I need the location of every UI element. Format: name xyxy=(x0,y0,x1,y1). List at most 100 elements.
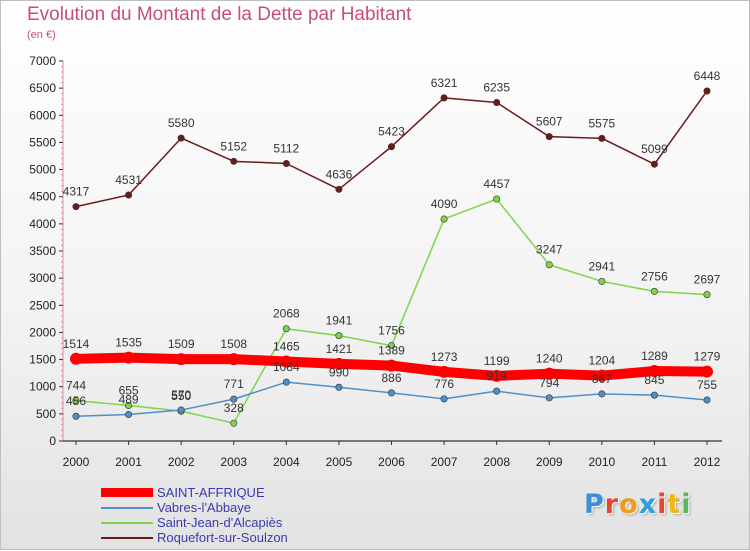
data-label: 2756 xyxy=(641,269,668,283)
data-label: 1389 xyxy=(378,344,405,358)
x-tick-label: 2001 xyxy=(115,455,142,469)
chart-title: Evolution du Montant de la Dette par Hab… xyxy=(27,4,412,25)
data-point xyxy=(493,387,501,395)
legend-swatch xyxy=(101,506,153,509)
data-label: 4090 xyxy=(431,197,458,211)
data-point xyxy=(648,365,661,378)
data-point xyxy=(125,410,133,418)
data-point xyxy=(122,351,135,364)
proxiti-logo: Proxiti xyxy=(584,489,692,520)
data-label: 919 xyxy=(487,369,507,383)
data-label: 1465 xyxy=(273,339,300,353)
data-point xyxy=(177,134,185,142)
data-point xyxy=(280,355,293,368)
data-point xyxy=(440,215,448,223)
y-tick-label: 6000 xyxy=(29,108,56,122)
data-label: 4457 xyxy=(483,177,510,191)
x-tick-label: 2008 xyxy=(483,455,510,469)
data-label: 744 xyxy=(66,379,86,393)
data-label: 2068 xyxy=(273,307,300,321)
data-point xyxy=(650,287,658,295)
data-point xyxy=(490,369,503,382)
y-tick-label: 5500 xyxy=(29,135,56,149)
data-point xyxy=(335,383,343,391)
legend-label: SAINT-AFFRIQUE xyxy=(157,485,265,500)
data-point xyxy=(387,143,395,151)
data-point xyxy=(440,395,448,403)
data-point xyxy=(125,401,133,409)
data-label: 5112 xyxy=(273,141,299,155)
data-point xyxy=(385,359,398,372)
data-label: 5607 xyxy=(536,115,563,129)
data-point xyxy=(545,133,553,141)
data-point xyxy=(701,365,713,378)
y-tick-label: 500 xyxy=(36,407,56,421)
data-point xyxy=(545,261,553,269)
data-point xyxy=(545,394,553,402)
y-tick-label: 4500 xyxy=(29,190,56,204)
x-tick-label: 2005 xyxy=(326,455,353,469)
y-tick-label: 2000 xyxy=(29,325,56,339)
legend-label: Vabres-l'Abbaye xyxy=(157,500,252,515)
data-point xyxy=(703,396,711,404)
x-tick-label: 2006 xyxy=(378,455,405,469)
data-point xyxy=(282,378,290,386)
data-point xyxy=(598,134,606,142)
data-label: 456 xyxy=(66,394,86,408)
data-label: 771 xyxy=(224,377,244,391)
data-label: 570 xyxy=(171,388,191,402)
data-label: 550 xyxy=(171,389,191,403)
y-tick-label: 5000 xyxy=(29,163,56,177)
data-point xyxy=(72,203,80,211)
data-label: 2697 xyxy=(694,273,721,287)
data-point xyxy=(175,353,188,366)
data-label: 1279 xyxy=(694,350,721,364)
x-tick-label: 2009 xyxy=(536,455,563,469)
y-tick-label: 3000 xyxy=(29,271,56,285)
data-label: 4317 xyxy=(63,185,90,199)
series-layer xyxy=(70,87,713,427)
data-point xyxy=(335,332,343,340)
data-label: 1199 xyxy=(484,354,510,368)
data-point xyxy=(335,185,343,193)
data-label: 1421 xyxy=(326,342,353,356)
y-tick-label: 7000 xyxy=(29,54,56,68)
data-point xyxy=(227,353,240,366)
data-label: 1084 xyxy=(273,360,300,374)
data-point xyxy=(440,94,448,102)
data-labels: 1514 1535 1509 1508 1465 1421 1389 1273 1199 1240… xyxy=(63,69,721,415)
data-point xyxy=(703,291,711,299)
data-label: 3247 xyxy=(536,243,563,257)
legend-swatch xyxy=(101,521,153,524)
data-label: 1240 xyxy=(536,352,563,366)
x-tick-label: 2000 xyxy=(63,455,90,469)
data-label: 2941 xyxy=(588,259,615,273)
series-roquefort-sur-soulzon xyxy=(72,87,711,211)
data-point xyxy=(70,352,82,365)
data-label: 655 xyxy=(119,383,139,397)
data-point xyxy=(332,357,345,370)
data-label: 328 xyxy=(224,401,244,415)
legend-swatch xyxy=(101,536,153,539)
legend-label: Saint-Jean-d'Alcapiès xyxy=(157,515,283,530)
x-tick-label: 2003 xyxy=(220,455,247,469)
data-point xyxy=(438,365,451,378)
data-label: 1941 xyxy=(326,314,353,328)
data-point xyxy=(387,342,395,350)
series-vabres-l-abbaye xyxy=(72,378,711,420)
data-point xyxy=(703,87,711,95)
data-label: 489 xyxy=(119,392,139,406)
x-tick-label: 2010 xyxy=(588,455,615,469)
data-label: 1509 xyxy=(168,337,195,351)
data-label: 6448 xyxy=(694,69,721,83)
y-tick-label: 1000 xyxy=(29,380,56,394)
data-point xyxy=(387,389,395,397)
data-label: 1289 xyxy=(641,349,668,363)
y-tick-label: 4000 xyxy=(29,217,56,231)
y-tick-label: 0 xyxy=(49,434,56,448)
data-label: 6235 xyxy=(483,81,510,95)
data-point xyxy=(595,369,608,382)
y-tick-label: 2500 xyxy=(29,298,56,312)
x-tick-label: 2011 xyxy=(642,455,668,469)
